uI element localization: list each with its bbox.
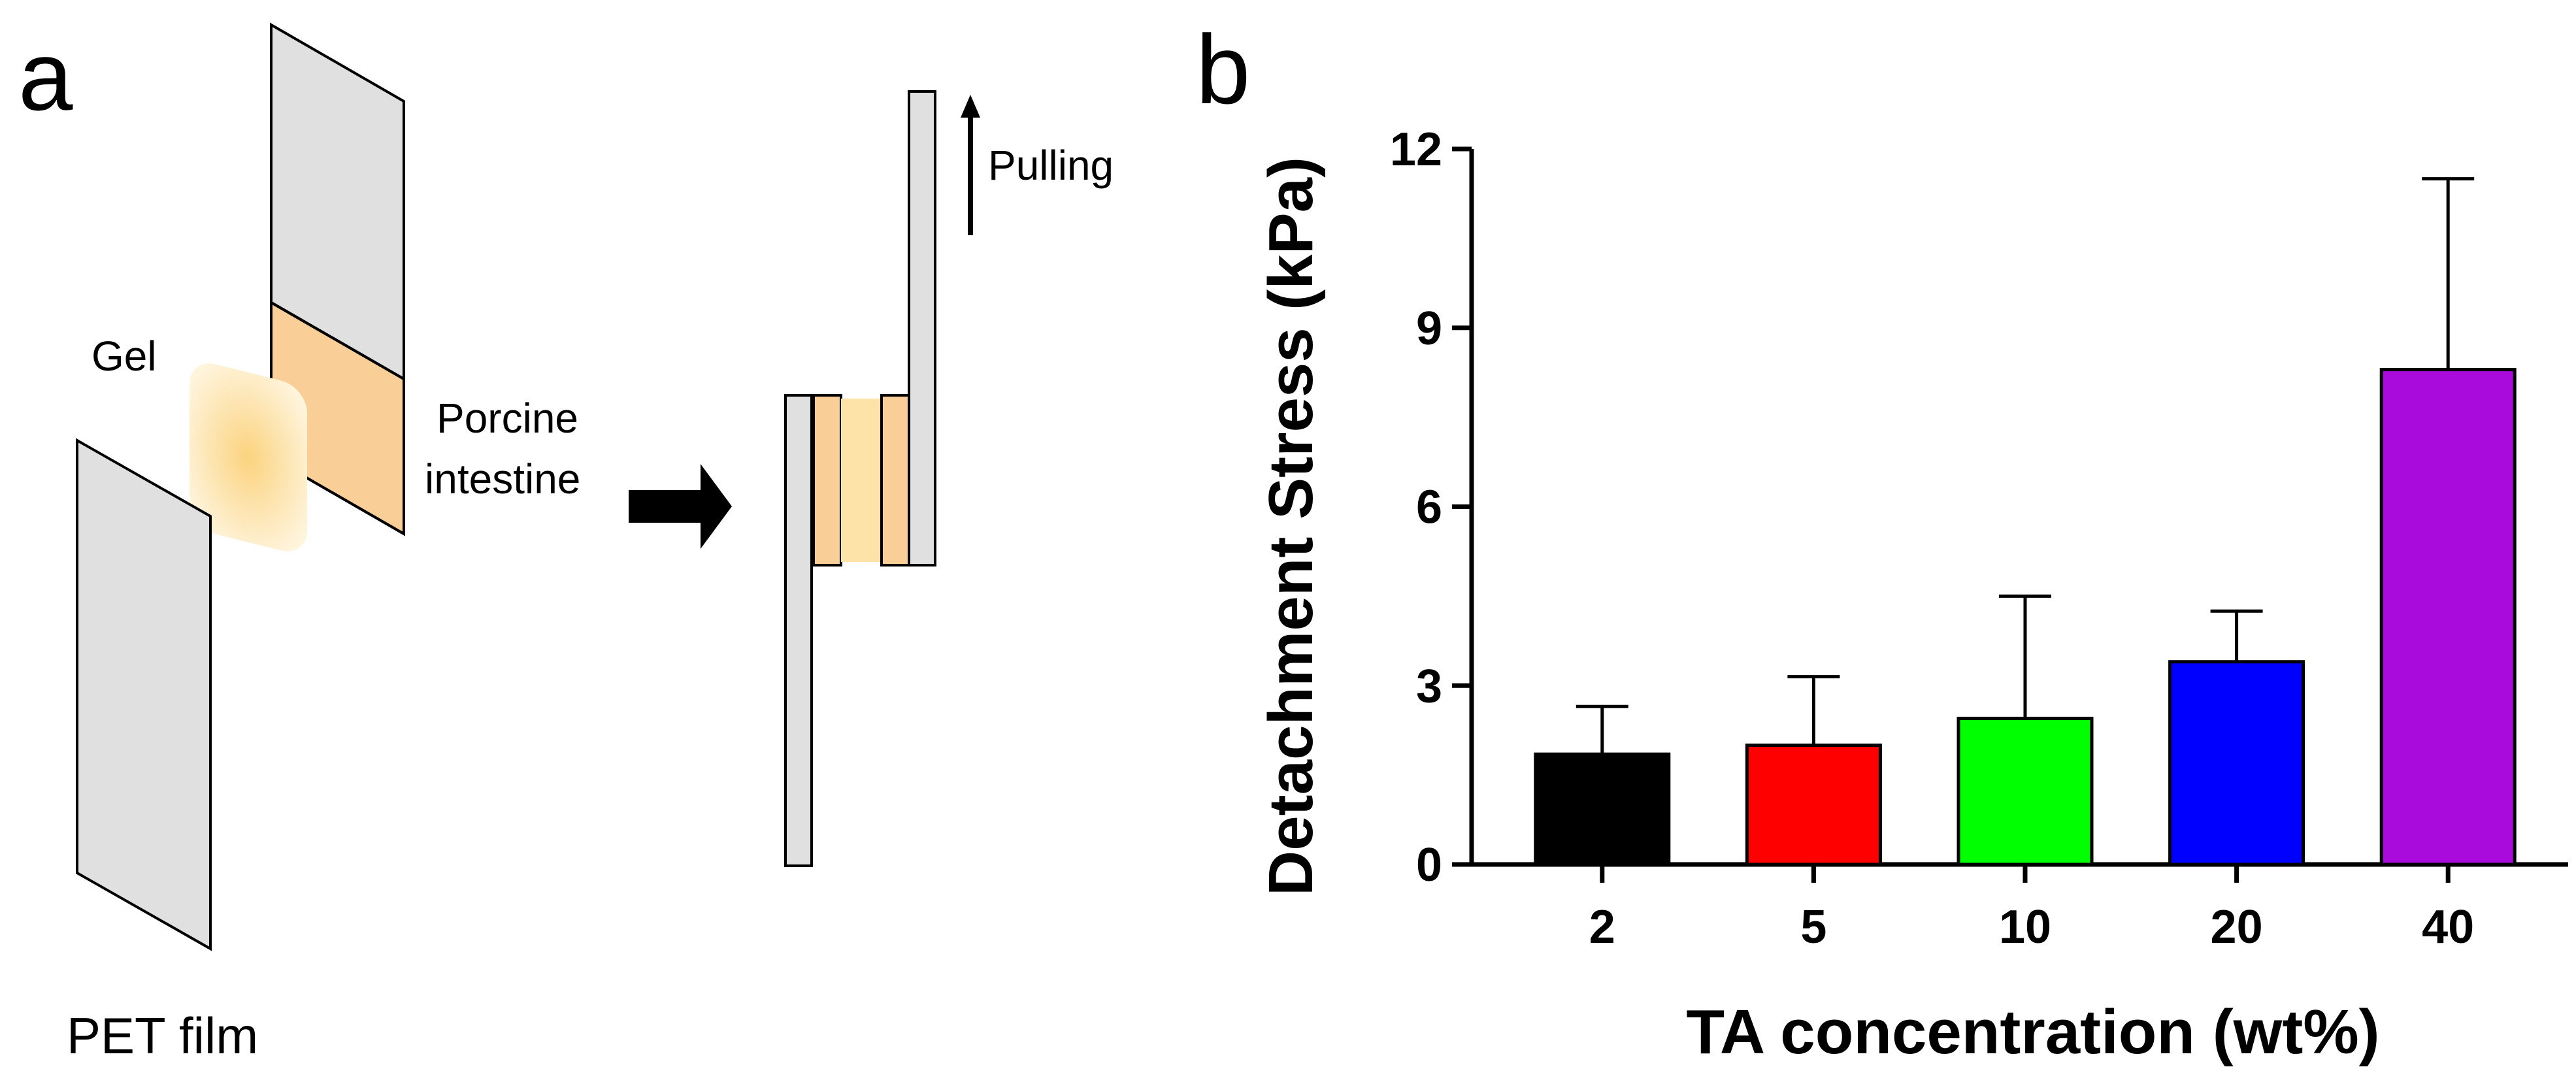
bar-2 <box>1534 752 1671 866</box>
panel-b-label: b <box>1196 14 1250 124</box>
front-pet-film <box>76 438 212 951</box>
y-tick-label: 9 <box>1416 303 1442 355</box>
x-tick-label: 5 <box>1800 901 1826 953</box>
pulling-arrow-icon <box>961 95 980 118</box>
assembled-stack <box>784 90 936 867</box>
bar-20 <box>2168 660 2305 866</box>
right-pet-strip <box>908 90 936 567</box>
x-axis-title: TA concentration (wt%) <box>1686 997 2379 1067</box>
bar-5 <box>1745 744 1882 866</box>
x-tick-label: 2 <box>1589 901 1615 953</box>
bar-10 <box>1957 716 2094 866</box>
intestine-label-line2: intestine <box>425 455 580 502</box>
bars <box>1534 177 2517 866</box>
x-tick-label: 10 <box>1999 901 2051 953</box>
x-tick-label: 40 <box>2422 901 2474 953</box>
x-ticks: 2 5 10 20 40 <box>1589 864 2474 953</box>
y-tick-label: 0 <box>1416 839 1442 891</box>
intestine-label-line1: Porcine <box>437 395 578 442</box>
left-pet-strip <box>784 394 813 867</box>
panel-b: b 0 3 6 9 12 2 5 10 20 40 Detachment Stress (kPa… <box>1196 14 2568 1067</box>
y-tick-label: 6 <box>1416 482 1442 534</box>
right-tissue-layer <box>880 394 910 567</box>
panel-a: a Gel Porcine intestine PET film Pulling <box>18 21 1114 1064</box>
gel-label: Gel <box>91 333 157 380</box>
pulling-label: Pulling <box>988 142 1114 189</box>
y-ticks: 0 3 6 9 12 <box>1390 123 1472 891</box>
x-tick-label: 20 <box>2211 901 2263 953</box>
gel-piece <box>190 363 307 551</box>
y-axis-title: Detachment Stress (kPa) <box>1256 157 1326 896</box>
y-tick-label: 3 <box>1416 660 1442 712</box>
panel-a-label: a <box>18 21 73 131</box>
y-tick-label: 12 <box>1390 123 1442 176</box>
process-arrow-icon <box>629 464 732 549</box>
gel-layer <box>841 399 882 562</box>
pet-film-label: PET film <box>67 1007 258 1064</box>
bar-40 <box>2379 368 2517 866</box>
left-tissue-layer <box>812 394 842 567</box>
